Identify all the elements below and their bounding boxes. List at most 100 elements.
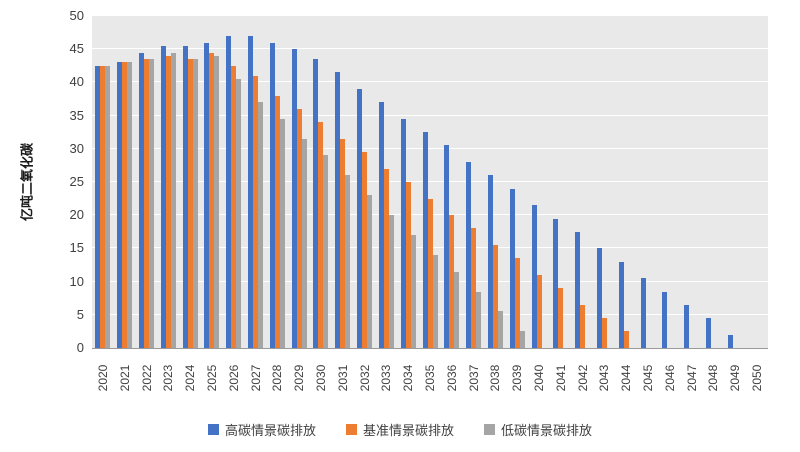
legend-item-0: 高碳情景碳排放 [207, 420, 316, 439]
bar-2040-series-0 [531, 205, 537, 348]
bar-2038-series-0 [487, 175, 493, 348]
bar-2022-series-0 [139, 52, 145, 348]
bar-2023-series-0 [160, 45, 166, 348]
x-tick-label: 2044 [619, 364, 634, 392]
bar-2029-series-2 [301, 138, 307, 348]
x-tick-label: 2035 [423, 364, 437, 392]
x-tick-label: 2038 [488, 364, 503, 392]
bar-2031-series-0 [335, 72, 341, 348]
bar-2021-series-1 [122, 62, 128, 348]
x-tick-label: 2048 [706, 364, 721, 392]
bar-2033-series-1 [383, 168, 389, 348]
x-tick-label: 2034 [401, 364, 416, 392]
bar-2029-series-1 [296, 108, 302, 348]
x-tick-label: 2022 [139, 364, 154, 392]
x-tick-label: 2041 [553, 364, 568, 392]
y-tick-label: 20 [69, 207, 84, 223]
y-tick-label: 25 [69, 174, 84, 189]
x-tick-label: 2020 [95, 364, 110, 392]
x-tick-label: 2031 [335, 364, 350, 392]
x-tick-label: 2047 [684, 364, 699, 392]
bar-2027-series-1 [253, 75, 259, 348]
x-tick-label: 2028 [270, 364, 285, 392]
bar-2033-series-0 [378, 102, 384, 348]
bar-2041-series-1 [558, 288, 564, 348]
bar-2042-series-0 [575, 231, 581, 348]
x-tick-label: 2021 [117, 364, 132, 392]
bar-2036-series-0 [444, 145, 450, 348]
bar-2045-series-0 [640, 278, 646, 348]
bar-2043-series-0 [596, 248, 602, 348]
bar-2036-series-2 [454, 271, 460, 348]
bar-2028-series-0 [269, 42, 275, 348]
x-tick-label: 2045 [641, 364, 656, 392]
bar-2030-series-2 [323, 155, 329, 348]
gridline [92, 147, 768, 149]
bar-2038-series-1 [492, 245, 498, 348]
y-tick-label: 50 [69, 8, 84, 23]
bar-2030-series-0 [313, 59, 319, 348]
bar-2044-series-0 [618, 261, 624, 348]
gridline [92, 15, 768, 16]
x-tick-label: 2037 [466, 364, 481, 392]
y-tick-label: 15 [69, 240, 84, 256]
bar-2025-series-0 [204, 42, 210, 348]
bar-2040-series-1 [536, 274, 542, 348]
bar-2023-series-2 [170, 52, 176, 348]
x-tick-label: 2039 [510, 364, 525, 392]
bar-2032-series-1 [362, 152, 368, 348]
bar-2039-series-1 [514, 258, 520, 348]
bar-2047-series-0 [684, 304, 690, 348]
bar-2022-series-2 [149, 59, 155, 348]
bar-2031-series-2 [345, 175, 351, 348]
bar-2046-series-0 [662, 291, 668, 348]
y-tick-label: 30 [69, 140, 84, 156]
bar-2032-series-2 [367, 195, 373, 348]
bar-2020-series-2 [105, 65, 111, 348]
gridline [92, 181, 768, 182]
bar-2026-series-2 [236, 79, 242, 348]
bar-2039-series-0 [509, 188, 515, 348]
bar-2043-series-1 [601, 318, 607, 348]
bar-2024-series-2 [192, 59, 198, 348]
bar-2035-series-2 [432, 255, 438, 348]
x-tick-label: 2040 [532, 364, 547, 392]
y-tick-label: 40 [69, 74, 84, 90]
bar-2037-series-2 [476, 291, 482, 348]
x-tick-label: 2050 [750, 364, 765, 392]
bar-2030-series-1 [318, 122, 324, 348]
x-tick-label: 2033 [379, 364, 394, 392]
y-tick-label: 5 [76, 306, 84, 322]
bar-2031-series-1 [340, 138, 346, 348]
bar-2020-series-1 [100, 65, 106, 348]
y-tick-label: 45 [69, 41, 84, 57]
x-tick-label: 2023 [161, 364, 176, 392]
legend-label: 高碳情景碳排放 [224, 423, 316, 438]
bar-2026-series-1 [231, 65, 237, 348]
y-tick-label: 10 [69, 273, 84, 289]
bar-2020-series-0 [95, 65, 101, 348]
bar-2034-series-0 [400, 118, 406, 348]
x-tick-label: 2036 [444, 364, 459, 392]
legend-swatch-icon [484, 424, 495, 435]
legend-label: 基准情景碳排放 [362, 423, 454, 438]
x-tick-label: 2032 [357, 364, 372, 392]
legend-item-2: 低碳情景碳排放 [484, 420, 592, 439]
bar-2037-series-0 [466, 162, 472, 348]
x-tick-label: 2029 [292, 364, 307, 392]
bar-2026-series-0 [226, 35, 232, 348]
x-tick-label: 2026 [226, 364, 241, 392]
bar-2027-series-2 [258, 102, 264, 348]
bar-2029-series-0 [291, 49, 297, 348]
x-tick-label: 2024 [183, 364, 198, 392]
bar-2025-series-1 [209, 52, 215, 348]
bar-2048-series-0 [705, 318, 711, 348]
y-tick-label: 0 [76, 340, 84, 355]
x-tick-label: 2025 [204, 364, 219, 392]
bar-2049-series-0 [727, 334, 733, 348]
x-tick-label: 2043 [597, 364, 612, 392]
bar-2036-series-1 [449, 215, 455, 348]
bar-2038-series-2 [497, 311, 503, 348]
bar-2037-series-1 [471, 228, 477, 348]
